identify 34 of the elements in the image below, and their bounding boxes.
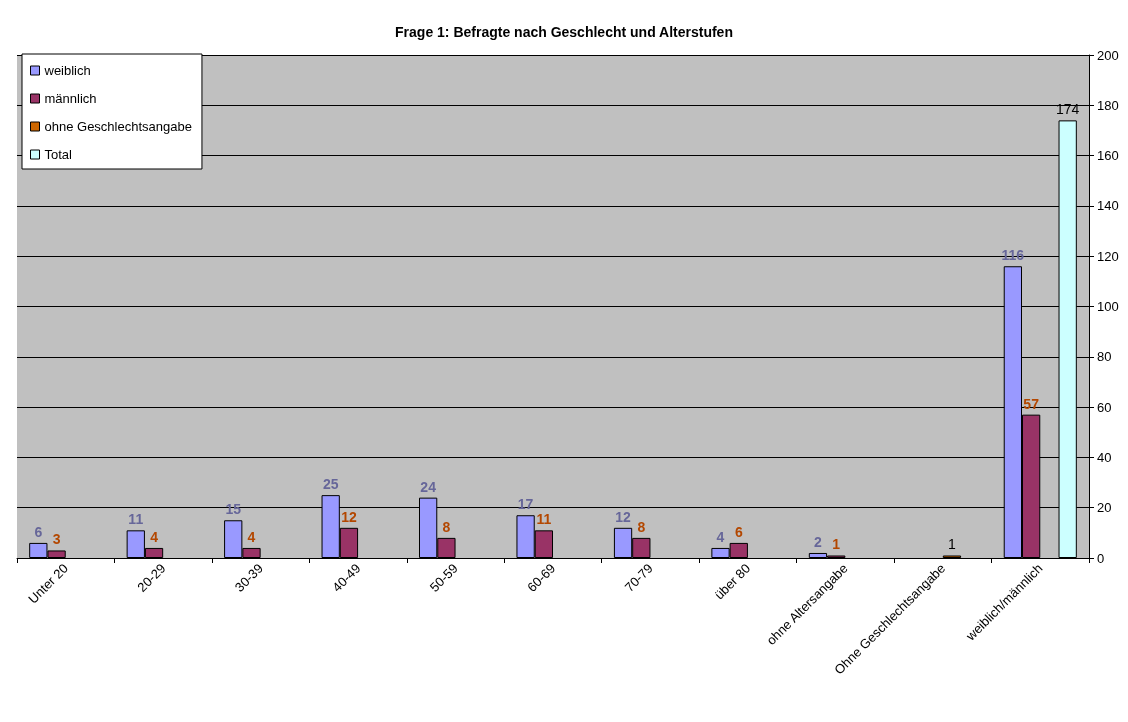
data-label: 12 <box>341 508 357 525</box>
y-tick-label: 180 <box>1097 97 1119 113</box>
legend-label: ohne Geschlechtsangabe <box>44 119 192 134</box>
y-tick-label: 100 <box>1097 299 1119 314</box>
y-tick-label: 80 <box>1097 349 1112 365</box>
chart-title: Frage 1: Befragte nach Geschlecht und Alterstufen <box>395 24 733 40</box>
y-tick-label: 40 <box>1097 449 1112 465</box>
data-label: 25 <box>322 476 339 493</box>
data-label: 11 <box>128 511 144 528</box>
y-tick-label: 200 <box>1097 47 1119 63</box>
y-tick-label: 160 <box>1097 148 1119 164</box>
data-label: 4 <box>716 528 725 545</box>
y-tick-label: 20 <box>1097 500 1112 516</box>
data-label: 11 <box>536 511 552 528</box>
data-label: 6 <box>34 523 43 540</box>
data-label: 8 <box>442 518 451 535</box>
x-tick-label: über 80 <box>711 560 754 603</box>
data-label: 6 <box>734 523 743 540</box>
y-tick-label: 60 <box>1097 399 1112 415</box>
y-tick-label: 120 <box>1097 248 1119 264</box>
data-label: 24 <box>420 478 437 495</box>
data-label: 3 <box>52 531 61 548</box>
legend-label: Total <box>44 147 73 162</box>
data-label: 1 <box>948 536 957 553</box>
data-label: 2 <box>814 533 823 550</box>
y-tick-label: 140 <box>1097 198 1119 214</box>
data-label: 1 <box>832 536 841 553</box>
data-label: 4 <box>150 528 159 545</box>
legend-label: männlich <box>44 91 97 106</box>
y-tick-label: 0 <box>1097 550 1105 566</box>
legend-label: weiblich <box>43 63 91 78</box>
data-label: 12 <box>615 508 632 525</box>
data-label: 8 <box>637 518 646 535</box>
data-label: 4 <box>247 528 256 545</box>
